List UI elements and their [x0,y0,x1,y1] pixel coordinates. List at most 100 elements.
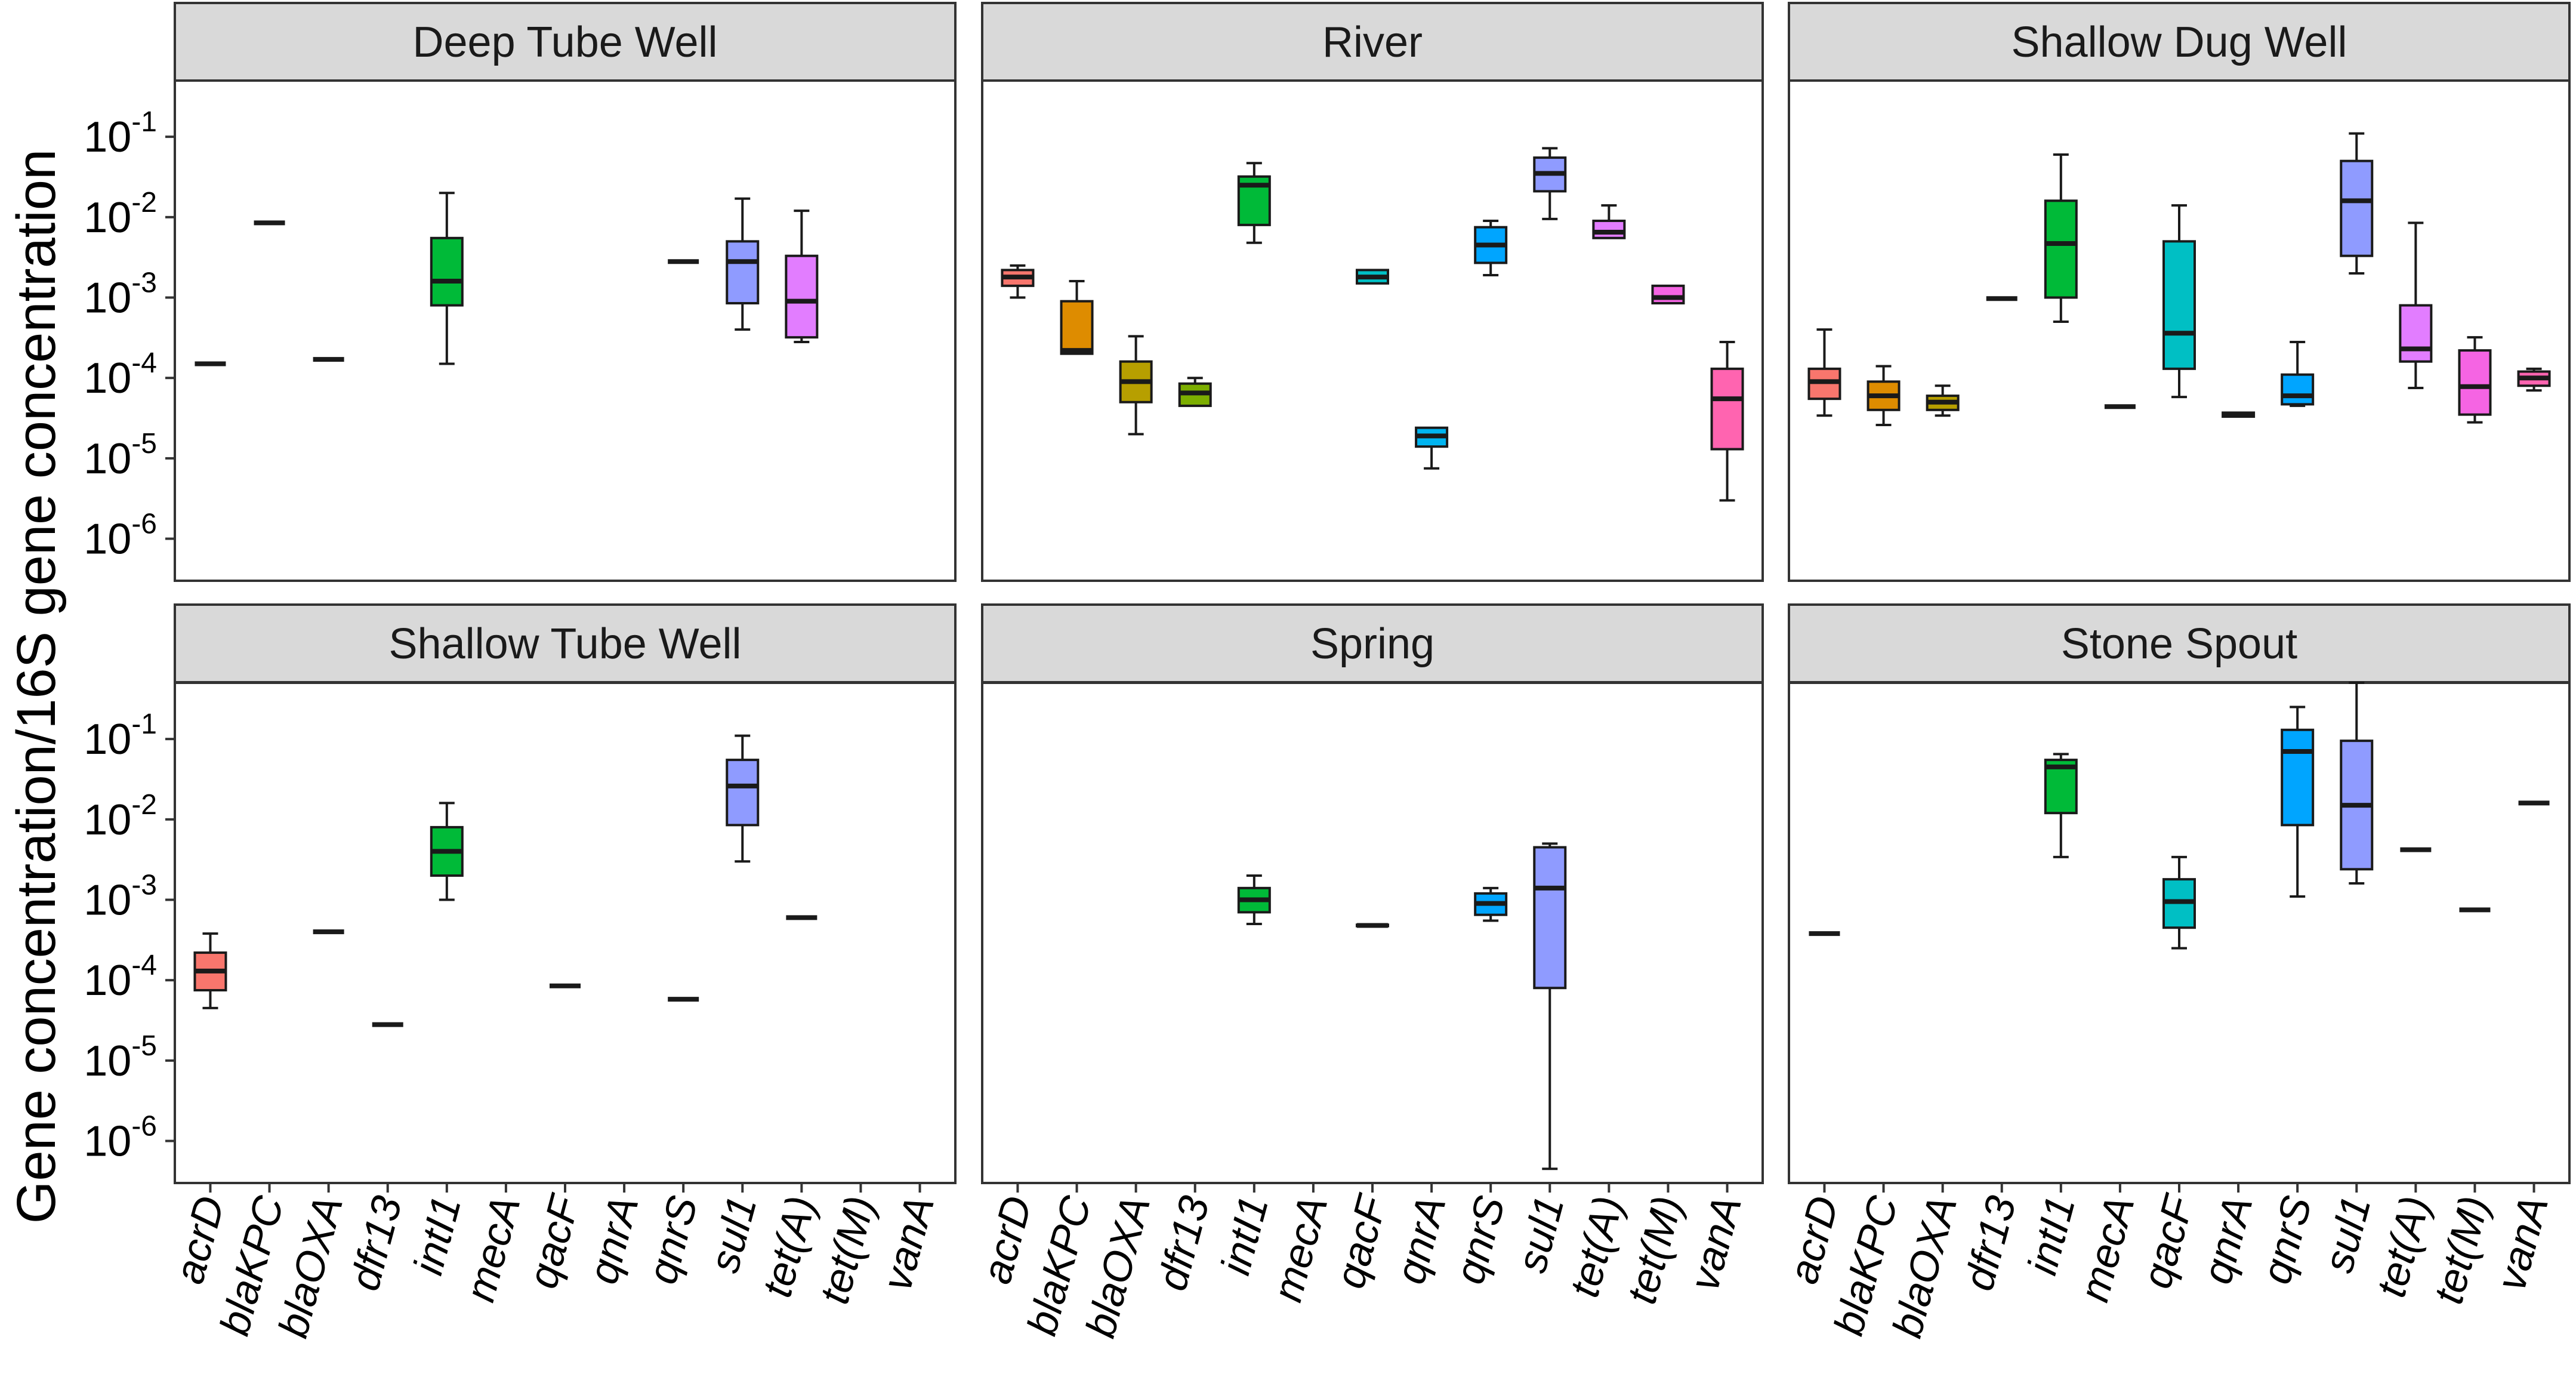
box-inti1 [430,192,464,365]
panel-strip [981,2,1764,82]
y-tick-exponent: -6 [131,509,157,540]
y-tick-exponent: -2 [131,187,157,218]
iqr-box [1592,219,1626,239]
box-qacf [1356,269,1389,285]
panel-title: River [1322,19,1423,66]
y-tick-base: 10 [84,516,131,563]
panels: Deep Tube Well10-110-210-310-410-510-6Ri… [84,2,2571,1342]
box-blakpc [1867,365,1901,426]
iqr-box [2044,199,2078,299]
box-qacf [2162,204,2196,399]
y-tick-label: 10-5 [84,1030,157,1085]
box-qnrs [1474,219,1508,276]
iqr-box [2162,240,2196,370]
box-qnrs [2281,706,2315,898]
plot-area [981,79,1764,582]
box-blaoxa [1926,384,1960,417]
panel-title: Spring [1310,620,1434,668]
box-tet-a [2399,221,2433,390]
box-sul1 [726,197,760,331]
y-tick-base: 10 [84,716,131,763]
box-qnra [1415,426,1449,470]
y-tick-base: 10 [84,1118,131,1166]
box-tet-m [1651,284,1685,305]
y-tick-exponent: -6 [131,1111,157,1142]
box-qnrs [2281,340,2315,407]
y-tick-base: 10 [84,355,131,402]
box-sul1 [2340,132,2374,275]
box-sul1 [2340,682,2374,885]
box-acrd [1001,264,1035,299]
box-dfr13 [1178,377,1212,407]
y-tick-label: 10-1 [84,106,157,161]
iqr-box [1060,300,1094,355]
panel-title: Shallow Dug Well [2012,19,2347,66]
y-tick-base: 10 [84,877,131,925]
y-tick-base: 10 [84,113,131,161]
y-tick-exponent: -2 [131,789,157,821]
box-acrd [193,932,227,1009]
y-tick-base: 10 [84,957,131,1005]
box-sul1 [1533,147,1567,220]
box-blaoxa [1119,335,1153,436]
box-inti1 [2044,753,2078,858]
iqr-box [785,254,819,339]
y-tick-exponent: -4 [131,347,157,379]
y-tick-base: 10 [84,275,131,322]
iqr-box [1651,284,1685,305]
box-sul1 [726,734,760,863]
box-tet-a [785,210,819,343]
y-tick-label: 10-4 [84,950,157,1005]
box-tet-m [2458,336,2492,424]
panel-title: Stone Spout [2061,620,2297,668]
iqr-box [2458,349,2492,416]
y-tick-label: 10-6 [84,1111,157,1166]
box-inti1 [1237,162,1271,244]
panel-strip [981,603,1764,683]
iqr-box [726,759,760,827]
iqr-box [726,240,760,305]
y-tick-exponent: -5 [131,1030,157,1062]
y-axis-label: Gene concentration/16S gene concentratio… [6,149,67,1224]
box-inti1 [2044,153,2078,324]
box-vana [1710,340,1744,502]
box-vana [2517,367,2551,392]
iqr-box [2281,728,2315,827]
panel-river: River [981,2,1764,582]
iqr-box [2340,159,2374,257]
y-tick-label: 10-5 [84,428,157,483]
box-blakpc [1060,280,1094,355]
box-inti1 [1237,874,1271,926]
panel-strip [1788,603,2571,683]
y-tick-label: 10-1 [84,708,157,763]
y-tick-base: 10 [84,194,131,242]
panel-stone-spout: Stone SpoutacrDblaKPCblaOXAdfr13intI1mec… [1779,603,2571,1342]
plot-area [174,79,957,582]
iqr-box [2399,304,2433,363]
box-sul1 [1533,842,1567,1170]
y-tick-label: 10-2 [84,187,157,242]
box-acrd [1807,328,1841,417]
iqr-box [430,236,464,307]
y-tick-base: 10 [84,435,131,483]
panel-shallow-dug-well: Shallow Dug Well [1788,2,2571,582]
y-tick-exponent: -4 [131,950,157,981]
y-tick-label: 10-3 [84,267,157,322]
box-qacf [2162,855,2196,950]
panel-spring: SpringacrDblaKPCblaOXAdfr13intI1mecAqacF… [973,603,1764,1342]
y-tick-exponent: -1 [131,106,157,138]
y-tick-label: 10-2 [84,789,157,844]
y-tick-exponent: -3 [131,870,157,901]
panel-strip [174,2,957,82]
box-qnrs [1474,886,1508,922]
iqr-box [1533,846,1567,990]
panel-shallow-tube-well: Shallow Tube Well10-110-210-310-410-510-… [84,603,957,1342]
y-tick-label: 10-3 [84,870,157,925]
panel-title: Deep Tube Well [413,19,718,66]
y-tick-label: 10-6 [84,509,157,563]
box-inti1 [430,802,464,901]
iqr-box [1710,367,1744,451]
y-tick-exponent: -5 [131,428,157,460]
